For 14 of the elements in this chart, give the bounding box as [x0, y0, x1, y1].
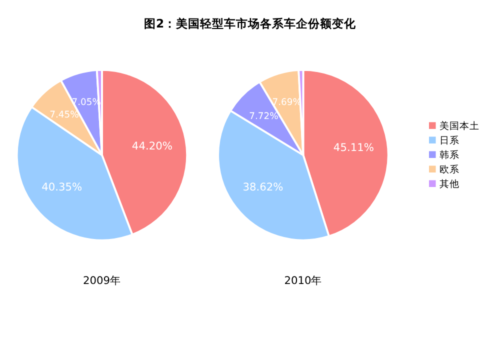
data-label: 7.45%: [50, 109, 80, 120]
text: 图2：美国轻型车市场各系车企份额变化: [144, 16, 358, 30]
data-label: 7.72%: [249, 110, 279, 122]
text: 2009年: [82, 274, 121, 287]
data-label: 45.11%: [333, 141, 374, 154]
legend-label: 其他: [440, 178, 460, 190]
text: 2010年: [284, 274, 322, 287]
legend-label: 欧系: [440, 163, 460, 176]
data-label: 44.20%: [132, 140, 172, 153]
legend-label: 美国本土: [440, 120, 480, 132]
data-label: 40.35%: [42, 180, 82, 194]
legend-label: 日系: [440, 134, 460, 146]
data-label: 38.62%: [242, 180, 284, 194]
legend-label: 韩系: [440, 148, 460, 161]
